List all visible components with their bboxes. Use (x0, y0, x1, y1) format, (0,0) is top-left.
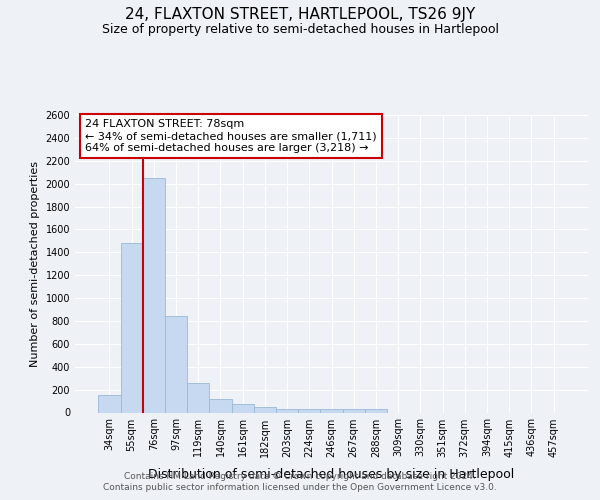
Bar (143, 178, 165, 412)
Bar (320, 409, 343, 412)
X-axis label: Distribution of semi-detached houses by size in Hartlepool: Distribution of semi-detached houses by … (148, 468, 515, 481)
Bar (276, 409, 298, 412)
Bar (187, 383, 209, 412)
Y-axis label: Number of semi-detached properties: Number of semi-detached properties (30, 161, 40, 367)
Text: Contains HM Land Registry data © Crown copyright and database right 2024.
Contai: Contains HM Land Registry data © Crown c… (103, 472, 497, 492)
Bar (232, 404, 254, 412)
Bar (209, 399, 232, 412)
Text: Size of property relative to semi-detached houses in Hartlepool: Size of property relative to semi-detach… (101, 22, 499, 36)
Text: 24 FLAXTON STREET: 78sqm
← 34% of semi-detached houses are smaller (1,711)
64% o: 24 FLAXTON STREET: 78sqm ← 34% of semi-d… (85, 120, 377, 152)
Bar (254, 407, 276, 412)
Bar (121, 243, 143, 412)
Bar (298, 409, 320, 412)
Bar (343, 409, 365, 412)
Bar (165, 316, 187, 412)
Bar (365, 409, 387, 412)
Text: 24, FLAXTON STREET, HARTLEPOOL, TS26 9JY: 24, FLAXTON STREET, HARTLEPOOL, TS26 9JY (125, 8, 475, 22)
Bar (98, 396, 121, 412)
